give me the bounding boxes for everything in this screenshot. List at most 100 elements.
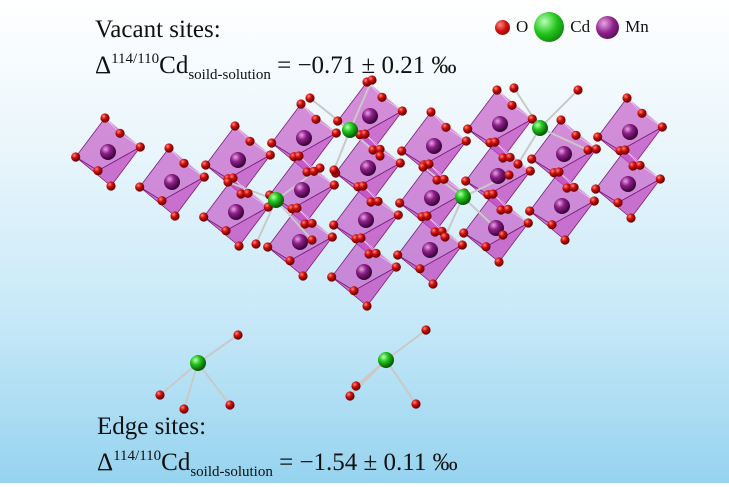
manganese-atom [230,152,246,168]
oxygen-atom [626,213,636,223]
atom-legend: O Cd Mn [495,12,655,42]
oxygen-atom [622,93,632,103]
oxygen-atom [230,121,240,131]
cadmium-atom-icon [534,12,565,42]
oxygen-atom-icon [495,19,510,35]
oxygen-atom [307,235,317,245]
manganese-atom [422,242,438,258]
legend-label-oxygen: O [516,17,529,36]
atoms [71,75,667,414]
oxygen-atom [371,248,381,258]
oxygen-atom [329,165,339,175]
oxygen-atom [234,241,244,251]
cadmium-atom [455,189,471,205]
oxygen-atom [377,92,387,102]
oxygen-atom [135,142,145,152]
legend-item-manganese: Mn [596,15,649,39]
oxygen-atom [573,85,583,95]
oxygen-atom [201,160,211,170]
oxygen-atom [327,232,337,242]
oxygen-atom [613,198,623,208]
oxygen-atom [498,153,508,163]
oxygen-atom [155,390,165,400]
cd-o-bond [159,362,199,396]
oxygen-atom [296,99,306,109]
manganese-atom [424,190,440,206]
edge-sites-caption: Edge sites: Δ114/110Cdsoild-solution = −… [97,413,458,487]
oxygen-atom [294,151,304,161]
oxygen-atom [135,182,145,192]
oxygen-atom [492,85,502,95]
oxygen-atom [527,114,537,124]
cd-o-bond [385,359,417,405]
cadmium-atom [378,352,394,368]
oxygen-atom [236,189,246,199]
manganese-atom [164,174,180,190]
oxygen-atom [441,122,451,132]
oxygen-atom [305,93,315,103]
oxygen-atom [366,197,376,207]
oxygen-atom [285,256,295,266]
cd-o-bond [309,97,351,131]
oxygen-atom [504,170,514,180]
fractionation-subscript: soild-solution [188,67,271,83]
cd-o-bond [539,89,579,129]
oxygen-atom [267,138,277,148]
oxygen-atom [225,400,235,410]
fractionation-subscript: soild-solution [190,464,273,480]
manganese-atom [620,176,636,192]
oxygen-atom [93,166,103,176]
oxygen-atom [243,188,253,198]
cd-o-bond [275,199,313,241]
oxygen-atom [263,242,273,252]
manganese-atom [556,146,572,162]
oxygen-atom [635,160,645,170]
oxygen-atom [428,279,438,289]
oxygen-atom [628,161,638,171]
oxygen-atom [523,218,533,228]
vacant-sites-formula: Δ114/110Cdsoild-solution = −0.71 ± 0.21 … [95,44,457,90]
manganese-atom [426,138,442,154]
oxygen-atom [179,158,189,168]
oxygen-atom [525,206,535,216]
oxygen-atom [351,381,361,391]
oxygen-atom [375,144,385,154]
oxygen-atom [179,404,189,414]
oxygen-atom [307,218,317,228]
oxygen-atom [362,301,372,311]
oxygen-atom [292,203,302,213]
manganese-atom-icon [596,15,620,39]
oxygen-atom [426,107,436,117]
manganese-atom [492,116,508,132]
oxygen-atom [418,162,428,172]
oxygen-atom [461,176,471,186]
oxygen-atom [430,227,440,237]
oxygen-atom [591,144,601,154]
oxygen-atom [367,75,377,85]
oxygen-atom [513,159,523,169]
oxygen-atom [368,145,378,155]
oxygen-atom [349,286,359,296]
oxygen-atom [509,83,519,93]
manganese-atom [622,124,638,140]
oxygen-atom [562,183,572,193]
delta-symbol: Δ [95,52,112,79]
oxygen-atom [657,122,667,132]
oxygen-atom [507,100,517,110]
oxygen-atom [411,399,421,409]
legend-item-oxygen: O [495,17,528,37]
edge-sites-formula: Δ114/110Cdsoild-solution = −1.54 ± 0.11 … [97,441,458,487]
oxygen-atom [496,205,506,215]
oxygen-atom [439,174,449,184]
cadmium-atom [190,355,206,371]
legend-item-cadmium: Cd [534,12,590,42]
oxygen-atom [311,114,321,124]
oxygen-atom [583,145,593,155]
oxygen-atom [360,129,370,139]
oxygen-atom [461,136,471,146]
oxygen-atom [490,137,500,147]
oxygen-atom [373,196,383,206]
oxygen-atom [223,177,233,187]
oxygen-atom [345,391,355,401]
